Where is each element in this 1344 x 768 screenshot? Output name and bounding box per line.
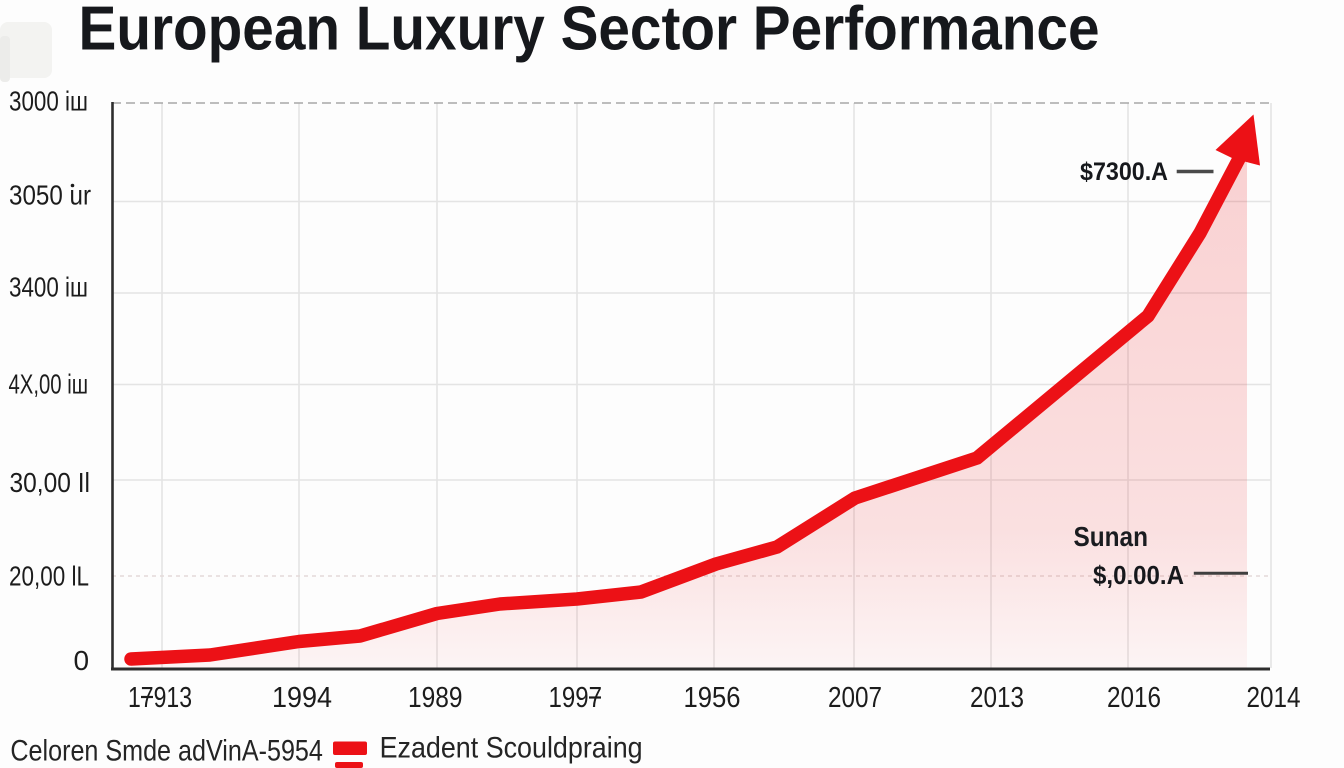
svg-text:Ezadent Scouldpraing: Ezadent Scouldpraing <box>380 732 643 765</box>
svg-text:3400 iш: 3400 iш <box>9 272 88 303</box>
svg-text:1956: 1956 <box>684 682 741 714</box>
svg-text:2016: 2016 <box>1107 682 1161 714</box>
svg-text:2007: 2007 <box>828 682 882 714</box>
svg-text:4X,00 iш: 4X,00 iш <box>9 369 89 400</box>
svg-text:Sunan: Sunan <box>1074 521 1149 552</box>
svg-text:1989: 1989 <box>408 682 463 714</box>
svg-text:$7300.A: $7300.A <box>1080 158 1168 186</box>
svg-text:2014: 2014 <box>1247 682 1301 714</box>
svg-text:30,00 Il: 30,00 Il <box>10 467 91 498</box>
svg-text:European Luxury Sector Perform: European Luxury Sector Performance <box>79 0 1100 64</box>
svg-text:3050 ur: 3050 ur <box>9 180 91 211</box>
svg-text:1994: 1994 <box>272 682 332 714</box>
svg-text:3000 iш: 3000 iш <box>9 86 88 117</box>
svg-text:$,0.00.A: $,0.00.A <box>1093 560 1184 590</box>
svg-text:17913: 17913 <box>128 682 192 714</box>
svg-text:0: 0 <box>74 645 90 676</box>
svg-text:Celoren Smde adVinA-5954: Celoren Smde adVinA-5954 <box>10 735 323 768</box>
svg-text:20,00 lL: 20,00 lL <box>9 561 89 592</box>
svg-text:2013: 2013 <box>970 682 1024 714</box>
